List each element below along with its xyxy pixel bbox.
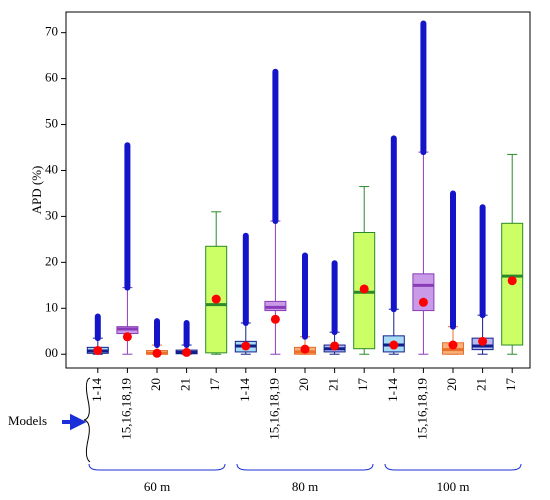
x-tick-label: 21 — [326, 378, 341, 391]
y-axis-label: APD (%) — [29, 166, 44, 215]
mean — [152, 348, 162, 358]
models-arrow — [62, 413, 87, 431]
x-tick-label: 15,16,18,19 — [414, 378, 429, 440]
y-tick-label: 10 — [45, 299, 58, 314]
x-tick-label: 20 — [296, 378, 311, 391]
mean — [389, 340, 399, 350]
plot-frame — [65, 11, 531, 369]
y-tick-label: 20 — [45, 253, 58, 268]
y-tick-label: 70 — [45, 24, 58, 39]
x-tick-label: 1-14 — [89, 378, 104, 402]
mean — [300, 344, 310, 354]
x-tick-label: 1-14 — [385, 378, 400, 402]
mean — [448, 340, 458, 350]
mean — [93, 346, 103, 356]
mean — [507, 276, 517, 286]
x-tick-label: 17 — [355, 378, 370, 392]
mean — [359, 284, 369, 294]
mean — [122, 332, 132, 342]
mean — [330, 341, 340, 351]
x-axis-label: Models — [8, 413, 47, 428]
group-brace — [384, 463, 522, 471]
mean — [211, 294, 221, 304]
group-label: 60 m — [144, 479, 170, 494]
y-tick-label: 30 — [45, 207, 58, 222]
x-tick-label: 15,16,18,19 — [266, 378, 281, 440]
group-label: 80 m — [292, 479, 318, 494]
y-tick-label: 50 — [45, 116, 58, 131]
models-bracket — [83, 377, 91, 463]
x-tick-label: 21 — [178, 378, 193, 391]
group-brace — [88, 463, 226, 471]
mean — [182, 347, 192, 357]
x-tick-label: 17 — [207, 378, 222, 392]
x-tick-label: 20 — [444, 378, 459, 391]
group-label: 100 m — [437, 479, 470, 494]
x-tick-label: 17 — [503, 378, 518, 392]
x-tick-label: 21 — [474, 378, 489, 391]
group-brace — [236, 463, 374, 471]
y-tick-label: 60 — [45, 70, 58, 85]
x-tick-label: 1-14 — [237, 378, 252, 402]
mean — [270, 314, 280, 324]
y-tick-label: 00 — [45, 345, 58, 360]
x-tick-label: 20 — [148, 378, 163, 391]
mean — [478, 336, 488, 346]
x-tick-label: 15,16,18,19 — [118, 378, 133, 440]
mean — [418, 297, 428, 307]
y-tick-label: 40 — [45, 161, 58, 176]
box — [412, 273, 435, 312]
mean — [241, 341, 251, 351]
